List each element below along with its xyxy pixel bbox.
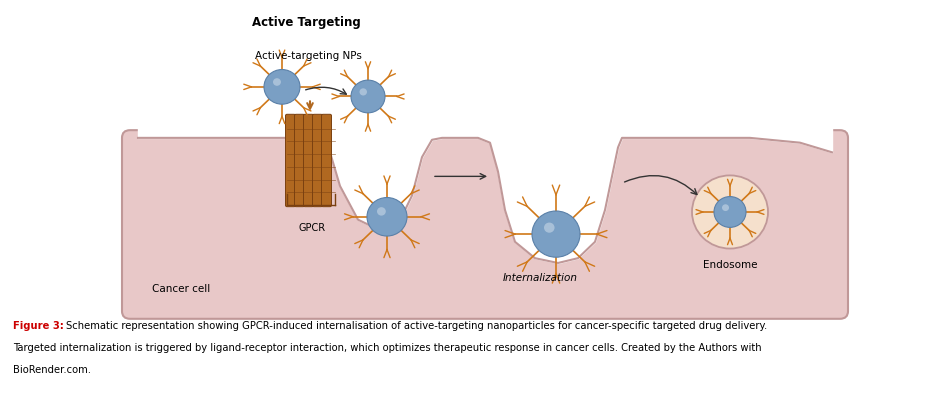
Circle shape (359, 88, 367, 96)
Text: Endosome: Endosome (702, 260, 757, 270)
Text: Schematic representation showing GPCR-induced internalisation of active-targetin: Schematic representation showing GPCR-in… (66, 321, 767, 331)
Text: Cancer cell: Cancer cell (152, 284, 210, 294)
FancyBboxPatch shape (303, 114, 314, 207)
Text: Figure 3:: Figure 3: (13, 321, 64, 331)
FancyBboxPatch shape (285, 114, 296, 207)
Circle shape (377, 207, 386, 216)
Text: Active-targeting NPs: Active-targeting NPs (255, 51, 362, 61)
Circle shape (532, 211, 580, 257)
Text: Targeted internalization is triggered by ligand-receptor interaction, which opti: Targeted internalization is triggered by… (13, 343, 761, 353)
Text: Internalization: Internalization (502, 273, 577, 283)
FancyBboxPatch shape (313, 114, 322, 207)
FancyBboxPatch shape (321, 114, 332, 207)
Circle shape (264, 69, 300, 104)
Text: Active Targeting: Active Targeting (252, 15, 361, 29)
Circle shape (273, 78, 281, 86)
Circle shape (714, 197, 746, 227)
Circle shape (722, 204, 729, 211)
FancyBboxPatch shape (295, 114, 304, 207)
Polygon shape (328, 109, 442, 229)
Circle shape (544, 223, 555, 233)
Polygon shape (490, 109, 622, 263)
Circle shape (351, 80, 385, 113)
FancyBboxPatch shape (122, 130, 848, 319)
Text: BioRender.com.: BioRender.com. (13, 365, 91, 375)
Circle shape (692, 175, 768, 249)
Circle shape (367, 198, 407, 236)
Text: GPCR: GPCR (299, 223, 325, 233)
